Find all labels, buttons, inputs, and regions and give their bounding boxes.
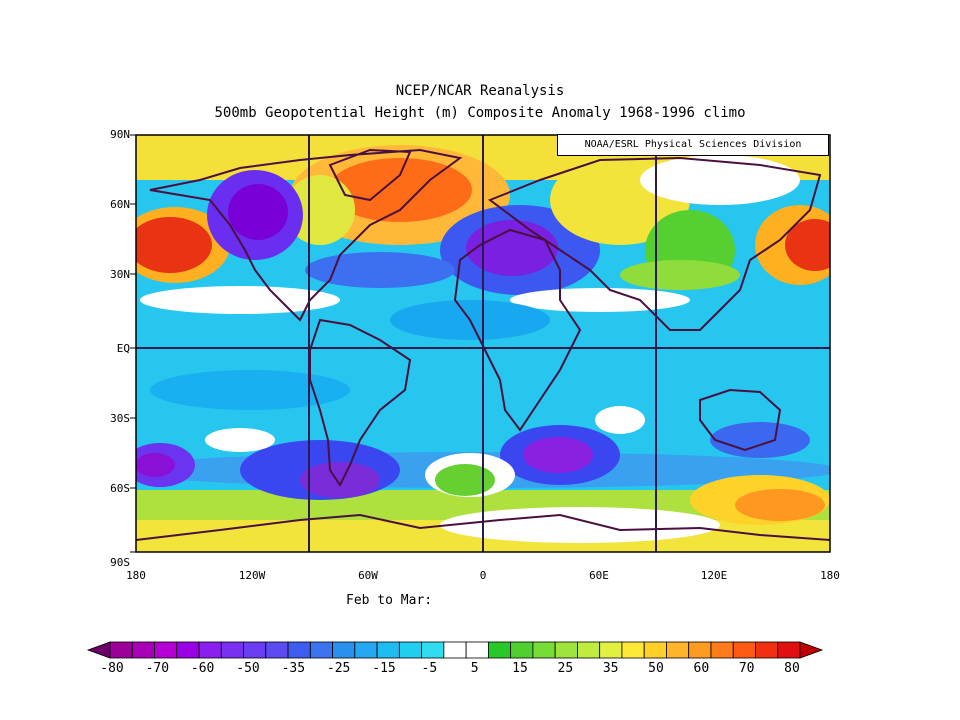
lat-label: 90N: [110, 128, 130, 141]
colorbar-label: -70: [145, 661, 170, 676]
colorbar-cell: [777, 641, 801, 659]
colorbar-cell: [532, 641, 556, 659]
colorbar-cell: [309, 641, 333, 659]
lat-label: 90S: [110, 556, 130, 569]
lon-label: 180: [820, 569, 840, 582]
map-title: NCEP/NCAR Reanalysis: [395, 83, 565, 99]
axis-ticks: [130, 134, 136, 553]
colorbar-label: 80: [784, 661, 800, 676]
grid-lines: [136, 135, 830, 552]
colorbar-label: 60: [693, 661, 710, 676]
lon-label: 180: [126, 569, 146, 582]
colorbar-cell: [710, 641, 734, 659]
colorbar-end-low: [86, 641, 111, 659]
credit-box: NOAA/ESRL Physical Sciences Division: [557, 134, 829, 156]
colorbar-cell: [131, 641, 155, 659]
map-frame: [135, 134, 831, 553]
colorbar-cell: [398, 641, 423, 659]
colorbar-cell: [487, 641, 512, 659]
lat-label: 30N: [110, 268, 130, 281]
colorbar-label: 15: [512, 661, 528, 676]
colorbar-cell: [688, 641, 712, 659]
lon-label: 120W: [238, 569, 266, 582]
colorbar-label: 50: [648, 661, 664, 676]
lat-label: EQ: [116, 342, 130, 355]
colorbar-label: -60: [190, 661, 215, 676]
colorbar-cell: [643, 641, 667, 659]
colorbar-cell: [220, 641, 244, 659]
colorbar-cell: [554, 641, 578, 659]
colorbar-label: 5: [470, 661, 479, 676]
lon-label: 120E: [700, 569, 728, 582]
colorbar-cell: [621, 641, 645, 659]
coastlines: [136, 148, 830, 541]
colorbar-cell: [510, 641, 534, 659]
colorbar-cell: [354, 641, 378, 659]
colorbar-label: -25: [326, 661, 351, 676]
colorbar-label: 35: [602, 661, 619, 676]
colorbar-cell: [287, 641, 311, 659]
colorbar-label: 70: [738, 661, 755, 676]
map-subtitle: 500mb Geopotential Height (m) Composite …: [214, 105, 746, 121]
colorbar-cells: [86, 641, 824, 659]
colorbar-cell: [109, 641, 133, 659]
colorbar-cell: [577, 641, 601, 659]
period-label: Feb to Mar:: [346, 593, 433, 608]
colorbar-cell: [421, 641, 445, 659]
colorbar-label: -35: [281, 661, 306, 676]
lon-label: 60W: [358, 569, 378, 582]
colorbar-cell: [265, 641, 289, 659]
lat-label: 60N: [110, 198, 130, 211]
colorbar-cell: [443, 641, 467, 659]
lon-label: 0: [479, 569, 487, 582]
lon-label: 60E: [589, 569, 609, 582]
colorbar-cell: [666, 641, 690, 659]
colorbar-label: -80: [100, 661, 124, 676]
lat-label: 30S: [110, 412, 130, 425]
colorbar-label: -50: [236, 661, 260, 676]
colorbar-label: -15: [372, 661, 396, 676]
colorbar-cell: [154, 641, 178, 659]
colorbar-cell: [243, 641, 267, 659]
colorbar-cell: [465, 641, 489, 659]
colorbar-cell: [376, 641, 400, 659]
colorbar-cell: [198, 641, 222, 659]
colorbar-cell: [332, 641, 356, 659]
lat-label: 60S: [110, 482, 130, 495]
colorbar-label: 25: [557, 661, 574, 676]
colorbar-end-high: [799, 641, 824, 659]
colorbar-cell: [755, 641, 779, 659]
colorbar-cell: [599, 641, 623, 659]
colorbar-cell: [176, 641, 200, 659]
colorbar-label: -5: [421, 661, 438, 676]
colorbar-cell: [732, 641, 756, 659]
